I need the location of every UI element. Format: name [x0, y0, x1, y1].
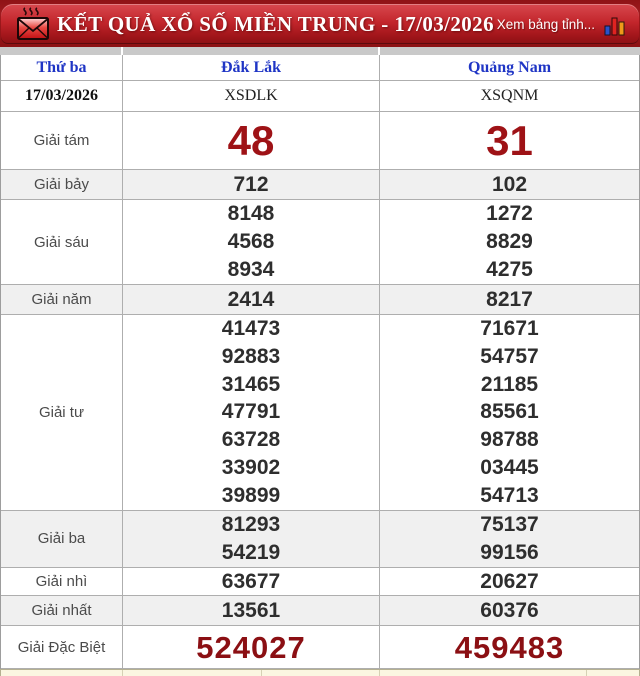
column-header-row: Thứ ba Đắk Lắk Quảng Nam: [1, 55, 639, 81]
prize-numbers-quang-nam: 459483: [379, 626, 639, 669]
strip-divider: [586, 670, 587, 676]
strip-segment: [0, 47, 121, 55]
prize-number: 21185: [480, 372, 539, 396]
prize-number: 39899: [221, 483, 281, 507]
prize-number: 4568: [227, 230, 275, 254]
prize-label: Giải tư: [1, 315, 122, 510]
prize-number: 48: [227, 116, 275, 164]
prize-numbers-dak-lak: 41473 92883 31465 47791 63728 33902 39899: [122, 315, 379, 510]
prize-numbers-dak-lak: 81293 54219: [122, 510, 379, 567]
prize-number: 60376: [480, 598, 539, 622]
prize-numbers-quang-nam: 31: [379, 112, 639, 169]
prize-numbers-dak-lak: 524027: [122, 626, 379, 669]
prize-number: 63728: [221, 428, 281, 452]
prize-row: Giải tư 41473 92883 31465 47791 63728 33902 398…: [1, 315, 639, 511]
prize-numbers-quang-nam: 102: [379, 170, 639, 199]
prize-row: Giải bảy 712 102: [1, 170, 639, 200]
prize-row: Giải nhì 63677 20627: [1, 567, 639, 597]
prize-numbers-quang-nam: 71671 54757 21185 85561 98788 03445 54713: [379, 315, 639, 510]
results-table: Thứ ba Đắk Lắk Quảng Nam 17/03/2026 XSDL…: [0, 55, 640, 670]
prize-row: Giải năm 2414 8217: [1, 285, 639, 315]
prize-number: 8934: [227, 257, 275, 281]
strip-divider: [261, 670, 262, 676]
prize-number: 54713: [480, 483, 539, 507]
prize-number: 71671: [480, 317, 539, 340]
prize-number: 54219: [221, 540, 281, 564]
prize-label: Giải ba: [1, 510, 122, 567]
prize-number: 8148: [227, 202, 275, 226]
prize-number: 524027: [196, 629, 306, 665]
prize-numbers-dak-lak: 712: [122, 170, 379, 199]
draw-date: 17/03/2026: [1, 81, 122, 111]
column-header-dak-lak[interactable]: Đắk Lắk: [122, 55, 379, 80]
prize-numbers-dak-lak: 63677: [122, 567, 379, 596]
prize-number: 459483: [454, 629, 565, 665]
page-title: KẾT QUẢ XỔ SỐ MIỀN TRUNG - 17/03/2026: [57, 11, 494, 36]
prize-label: Giải nhì: [1, 567, 122, 596]
prize-number: 33902: [221, 455, 281, 479]
prize-number: 81293: [221, 512, 281, 536]
prize-number: 102: [491, 172, 528, 196]
prize-number: 92883: [221, 344, 281, 368]
prize-number: 2414: [227, 287, 275, 311]
prize-number: 13561: [221, 598, 281, 622]
prize-label: Giải tám: [1, 112, 122, 169]
prize-label: Giải bảy: [1, 170, 122, 199]
prize-number: 8829: [486, 230, 533, 254]
prize-number: 31: [486, 116, 533, 164]
prize-number: 20627: [480, 569, 539, 593]
prize-number: 712: [233, 172, 269, 196]
prize-row: Giải nhất 13561 60376: [1, 596, 639, 627]
prize-row: Giải tám 48 31: [1, 112, 639, 170]
table-top-strip: [0, 47, 640, 55]
envelope-icon: [15, 7, 51, 41]
strip-divider: [379, 670, 380, 676]
header-bar-inner: KẾT QUẢ XỔ SỐ MIỀN TRUNG - 17/03/2026 Xe…: [1, 4, 639, 44]
header-bar: KẾT QUẢ XỔ SỐ MIỀN TRUNG - 17/03/2026 Xe…: [0, 0, 640, 47]
next-section-edge: [0, 669, 640, 676]
prize-number: 85561: [480, 400, 539, 424]
prize-numbers-quang-nam: 75137 99156: [379, 510, 639, 567]
prize-label: Giải sáu: [1, 200, 122, 284]
prize-row: Giải Đặc Biệt 524027 459483: [1, 626, 639, 670]
prize-number: 47791: [221, 400, 281, 424]
prize-numbers-quang-nam: 8217: [379, 285, 639, 314]
column-header-quang-nam[interactable]: Quảng Nam: [379, 55, 639, 80]
station-code-xsqnm: XSQNM: [379, 81, 639, 111]
prize-number: 98788: [480, 428, 539, 452]
prize-number: 1272: [486, 202, 533, 226]
prize-number: 31465: [221, 372, 281, 396]
prize-numbers-quang-nam: 1272 8829 4275: [379, 200, 639, 284]
prize-numbers-dak-lak: 13561: [122, 596, 379, 626]
station-code-xsdlk: XSDLK: [122, 81, 379, 111]
prize-number: 75137: [480, 512, 539, 536]
strip-divider: [122, 670, 123, 676]
prize-number: 54757: [480, 344, 539, 368]
prize-row: Giải ba 81293 54219 75137 99156: [1, 510, 639, 568]
prize-number: 99156: [480, 540, 539, 564]
prize-rows-container: Giải tám 48 31 Giải bảy 712 102 Giải sáu 8148 45…: [1, 112, 639, 670]
strip-segment: [123, 47, 378, 55]
prize-numbers-dak-lak: 48: [122, 112, 379, 169]
strip-segment: [380, 47, 640, 55]
station-code-row: 17/03/2026 XSDLK XSQNM: [1, 81, 639, 112]
prize-label: Giải nhất: [1, 596, 122, 626]
prize-numbers-quang-nam: 20627: [379, 567, 639, 596]
prize-label: Giải Đặc Biệt: [1, 626, 122, 669]
prize-number: 4275: [486, 257, 533, 281]
view-provinces-link[interactable]: Xem bảng tỉnh...: [496, 16, 595, 32]
prize-numbers-quang-nam: 60376: [379, 596, 639, 626]
prize-label: Giải năm: [1, 285, 122, 314]
prize-numbers-dak-lak: 8148 4568 8934: [122, 200, 379, 284]
prize-numbers-dak-lak: 2414: [122, 285, 379, 314]
prize-number: 8217: [486, 287, 533, 311]
prize-number: 63677: [221, 569, 281, 593]
bar-chart-icon[interactable]: [603, 15, 627, 37]
prize-number: 03445: [480, 455, 539, 479]
prize-number: 41473: [221, 317, 281, 340]
prize-row: Giải sáu 8148 4568 8934 1272 8829 4275: [1, 200, 639, 285]
column-header-day[interactable]: Thứ ba: [1, 55, 122, 80]
